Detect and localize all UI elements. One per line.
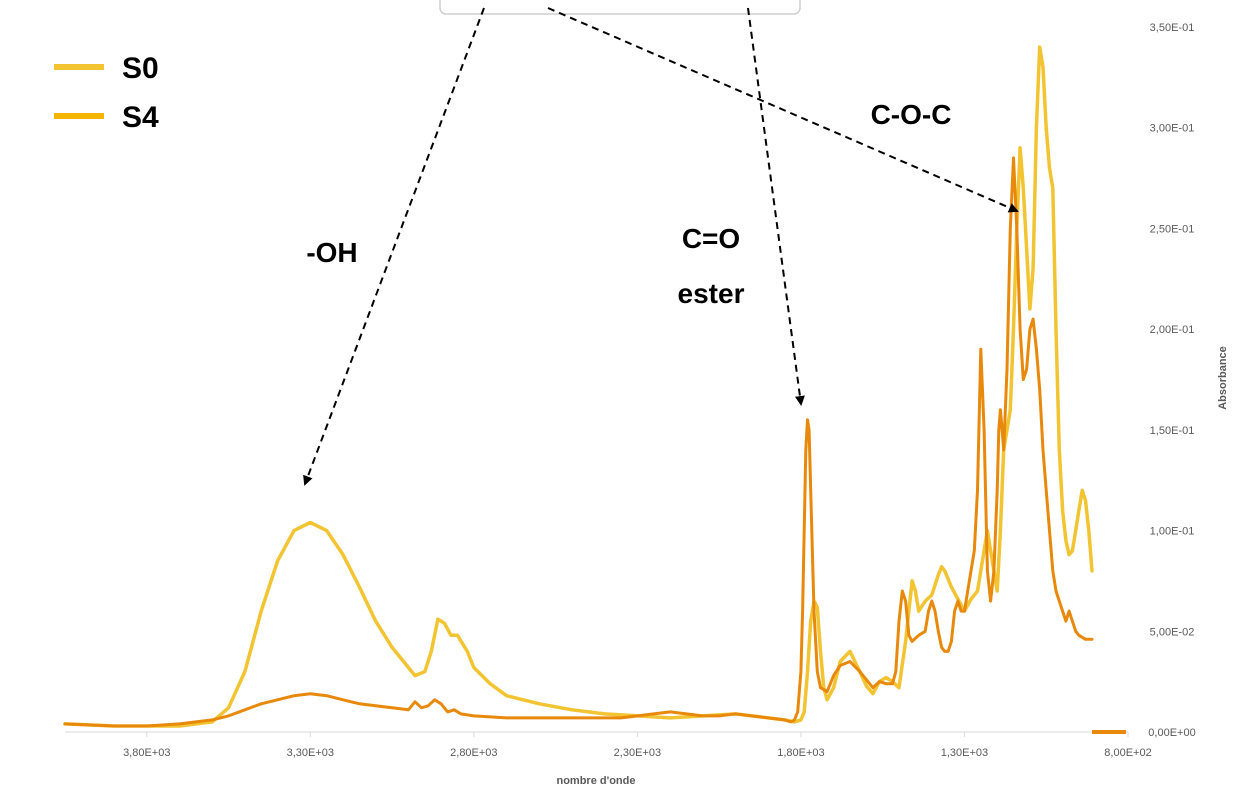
y-axis: 0,00E+00 5,00E-02 1,00E-01 1,50E-01 2,00E-01… [1148,22,1195,739]
arrow-oh [303,7,485,486]
x-tick-label: 3,30E+03 [287,747,334,759]
series-line-s4 [63,156,1094,728]
annotation-co: C=O [682,223,740,254]
x-tick-label: 1,30E+03 [941,747,988,759]
arrow-co [747,7,805,406]
y-tick-label: 1,50E-01 [1150,425,1195,437]
series-line-s0 [63,45,1094,728]
y-axis-title: Absorbance [1217,346,1229,410]
legend-label-s4: S4 [122,101,159,134]
legend: S0 S4 [54,52,159,134]
annotation-box [439,0,801,15]
annotation-ester: ester [678,278,745,309]
legend-label-s0: S0 [122,52,159,85]
y-tick-label: 0,00E+00 [1148,727,1195,739]
x-tick-label: 3,80E+03 [123,747,170,759]
annotations: -OH C=O ester C-O-C [303,7,1019,486]
x-tick-label: 2,80E+03 [450,747,497,759]
y-tick-label: 1,00E-01 [1150,526,1195,538]
y-tick-label: 2,00E-01 [1150,324,1195,336]
annotation-coc: C-O-C [871,99,952,130]
y-tick-label: 5,00E-02 [1150,626,1195,638]
y-tick-label: 3,00E-01 [1150,123,1195,135]
x-axis-ticks: 3,80E+03 3,30E+03 2,80E+03 2,30E+03 1,80E+03… [123,732,1152,759]
x-axis-title: nombre d'onde [556,775,635,787]
y-tick-label: 2,50E-01 [1150,223,1195,235]
annotation-oh: -OH [306,237,357,268]
x-tick-label: 8,00E+02 [1104,747,1151,759]
x-tick-label: 1,80E+03 [777,747,824,759]
y-tick-label: 3,50E-01 [1150,22,1195,34]
x-tick-label: 2,30E+03 [614,747,661,759]
series-layer [63,45,1094,728]
arrow-coc [547,7,1019,213]
